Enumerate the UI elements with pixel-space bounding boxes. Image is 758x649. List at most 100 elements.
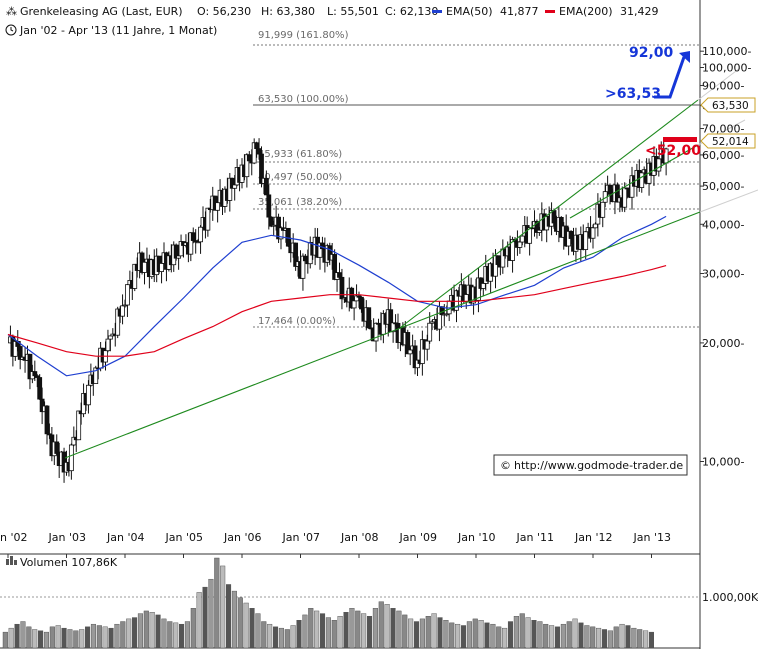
close-value: C: 62,130 [385, 5, 438, 18]
ohlc-icon: ⁂ [6, 5, 17, 18]
volume-bar [237, 597, 243, 649]
candle-body [227, 177, 233, 201]
volume-bar [319, 613, 326, 649]
volume-bar [366, 616, 373, 649]
candle-body [317, 242, 323, 258]
copyright-icon: © [500, 459, 511, 472]
candle-body [424, 340, 430, 350]
volume-bar [613, 626, 619, 649]
ema50-line [7, 215, 667, 377]
volume-bar [73, 630, 79, 649]
y-tick-label: 90,000- [702, 80, 744, 93]
candle-body [246, 154, 252, 162]
volume-bar [2, 631, 8, 649]
x-tick-label: Jan '02 [0, 531, 27, 544]
low-value: L: 55,501 [327, 5, 379, 18]
candle-body [454, 290, 459, 311]
volume-bar [325, 617, 331, 649]
volume-bar [396, 610, 402, 649]
volume-bar [443, 620, 449, 649]
candle-body [256, 148, 262, 155]
candle-body [32, 371, 38, 377]
volume-bar [261, 621, 267, 649]
volume-bar [32, 629, 38, 649]
y-tick-label: 50,000- [702, 180, 744, 193]
volume-bar [478, 620, 484, 649]
volume-bar [255, 613, 261, 649]
price-tag-support-text: 52,014 [712, 136, 749, 148]
volume-bar [507, 621, 514, 649]
candle-body [419, 339, 425, 364]
candle-body [519, 235, 525, 243]
candle-body [17, 346, 23, 360]
candle-body [359, 296, 364, 310]
candle-body [190, 232, 196, 241]
volume-bar [155, 614, 161, 649]
candle-body [37, 377, 43, 400]
volume-bar [272, 626, 279, 649]
volume-bar [143, 610, 149, 649]
candle-body [373, 322, 379, 342]
volume-bar [578, 622, 584, 649]
candle-body [76, 410, 82, 441]
volume-bar [132, 617, 138, 649]
candle-body [244, 154, 250, 178]
volume-bar [372, 608, 378, 649]
candle-body [159, 263, 164, 272]
volume-bar [455, 623, 461, 649]
volume-bar [431, 613, 437, 649]
volume-bar [413, 621, 420, 649]
volume-bar [502, 627, 508, 649]
candle-body [232, 184, 238, 189]
candle-body [215, 202, 221, 211]
instrument-name: Grenkeleasing AG (Last, EUR) [20, 5, 183, 18]
volume-bar [637, 629, 643, 649]
candle-body [120, 305, 125, 317]
volume-bar [419, 618, 425, 649]
ema-layer [7, 215, 667, 377]
x-tick-label: Jan '10 [457, 531, 495, 544]
volume-bar [648, 631, 654, 649]
volume-bar [20, 621, 26, 649]
volume-bar [214, 557, 220, 649]
break-label: >63,53 [605, 86, 661, 102]
candle-body [259, 153, 264, 184]
volume-bar [290, 625, 296, 649]
fib-label-0: 17,464 (0.00%) [258, 316, 336, 327]
fib-levels: 91,999 (161.80%) 63,530 (100.00%) 45,933… [253, 30, 700, 328]
candle-body [390, 322, 396, 333]
fib-label-100: 63,530 (100.00%) [258, 94, 349, 105]
volume-bar [355, 610, 361, 649]
price-tag-high [700, 97, 756, 113]
volume-bar [296, 620, 302, 649]
candle-body [590, 227, 596, 239]
volume-bar [14, 623, 20, 649]
candle-body [412, 345, 418, 369]
volume-bar [67, 629, 73, 649]
candle-body [339, 276, 345, 300]
volume-bar [343, 612, 349, 649]
candle-body [427, 322, 433, 342]
ema50-swatch [432, 10, 442, 13]
candle-body [332, 254, 338, 280]
y-tick-label: 100,000- [702, 62, 751, 75]
y-tick-label: 70,000- [702, 123, 744, 136]
trendline-short [569, 144, 699, 219]
candle-body [593, 223, 598, 229]
trendline-long-ext [699, 189, 758, 213]
candle-body [405, 332, 411, 355]
ema200-label: EMA(200) [559, 5, 613, 18]
volume-icon-bar1 [6, 559, 9, 565]
volume-bar [38, 630, 44, 649]
volume-bar [402, 614, 408, 649]
volume-bar [114, 623, 120, 649]
ema200-line [7, 265, 667, 357]
ema200-value: 31,429 [620, 5, 659, 18]
volume-bar [308, 608, 314, 649]
target-arrow [654, 56, 686, 99]
volume-bar [85, 626, 91, 649]
candle-body [495, 255, 501, 265]
candle-body [293, 242, 299, 267]
volume-bar [8, 627, 14, 649]
